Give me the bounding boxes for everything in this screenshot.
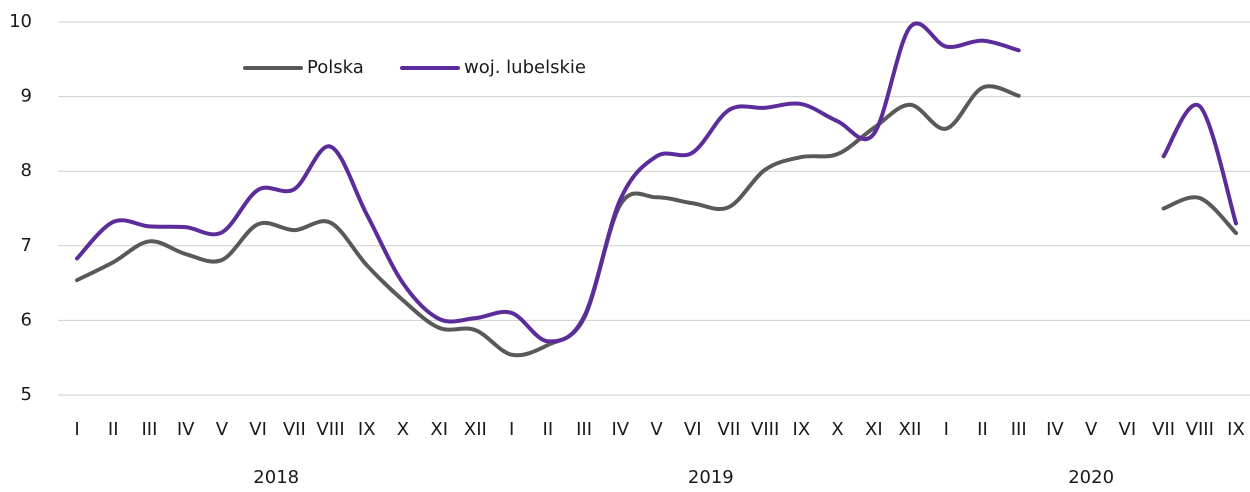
x-tick-label: I [944,419,949,440]
x-tick-label: IV [1046,419,1064,440]
x-tick-label: VI [684,419,702,440]
x-tick-label: III [576,419,592,440]
x-tick-label: XI [865,419,883,440]
x-tick-label: II [108,419,119,440]
x-tick-label: XI [430,419,448,440]
x-tick-label: IX [793,419,811,440]
x-tick-label: VII [283,419,306,440]
x-tick-label: VII [717,419,740,440]
x-tick-label: VII [1152,419,1175,440]
legend-label: woj. lubelskie [464,57,586,78]
x-tick-label: X [397,419,409,440]
x-tick-label: VI [249,419,267,440]
y-tick-label: 6 [21,309,32,330]
x-tick-label: IX [358,419,376,440]
x-tick-label: V [216,419,229,440]
x-tick-label: X [831,419,843,440]
x-tick-label: IV [177,419,195,440]
group-label: 2020 [1068,467,1114,488]
x-tick-label: XII [464,419,487,440]
x-tick-label: V [1085,419,1098,440]
y-tick-label: 9 [21,86,32,107]
y-tick-label: 5 [21,384,32,405]
y-tick-label: 7 [21,235,32,256]
x-tick-label: IX [1227,419,1245,440]
group-label: 2018 [253,467,299,488]
x-tick-label: III [1011,419,1027,440]
x-tick-label: VIII [316,419,344,440]
x-tick-label: I [509,419,514,440]
x-tick-label: VIII [751,419,779,440]
group-label: 2019 [688,467,734,488]
x-tick-label: IV [611,419,629,440]
series-line [75,21,1238,344]
x-tick-label: II [543,419,554,440]
series-line [75,84,1238,358]
x-tick-label: III [141,419,157,440]
x-tick-label: II [977,419,988,440]
x-tick-label: VI [1119,419,1137,440]
y-tick-label: 10 [9,11,32,32]
x-tick-label: I [74,419,79,440]
y-tick-label: 8 [21,160,32,181]
x-tick-label: V [650,419,663,440]
x-tick-label: VIII [1186,419,1214,440]
legend-label: Polska [307,57,364,78]
x-tick-label: XII [899,419,922,440]
